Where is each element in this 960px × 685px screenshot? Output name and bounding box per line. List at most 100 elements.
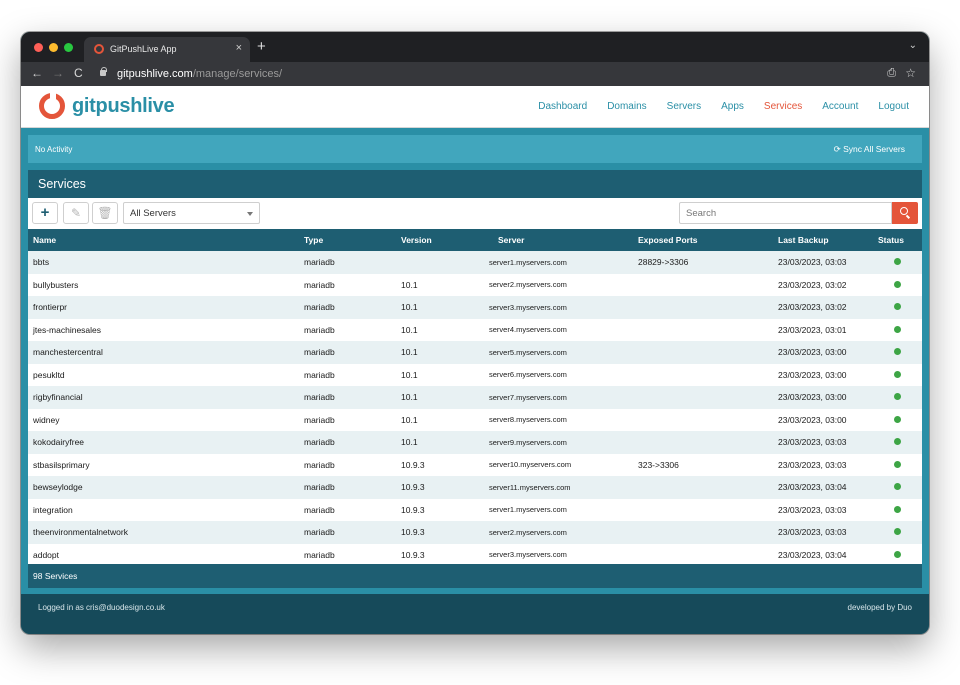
tab-close-icon[interactable]: × <box>235 42 242 54</box>
cell-name: frontierpr <box>33 302 68 313</box>
tab-strip: GitPushLive App × + ⌄ <box>21 32 929 62</box>
add-service-button[interactable]: + <box>32 202 58 224</box>
column-header-server[interactable]: Server <box>498 235 525 245</box>
new-tab-button[interactable]: + <box>257 38 266 55</box>
cell-server: server1.myservers.com <box>489 505 567 515</box>
nav-apps[interactable]: Apps <box>721 101 744 112</box>
minimize-window-button[interactable] <box>49 43 58 52</box>
services-panel: Services + ✎ 🗑 All Servers Name Type Ver… <box>28 170 922 588</box>
table-row[interactable]: pesukltd mariadb 10.1 server6.myservers.com… <box>28 363 922 387</box>
cell-version: 10.1 <box>401 279 418 290</box>
table-row[interactable]: jtes-machinesales mariadb 10.1 server4.myse… <box>28 318 922 342</box>
table-footer: 98 Services <box>28 564 922 588</box>
table-row[interactable]: addopt mariadb 10.9.3 server3.myservers.com… <box>28 543 922 567</box>
table-header-row: Name Type Version Server Exposed Ports L… <box>28 229 922 251</box>
table-row[interactable]: rigbyfinancial mariadb 10.1 server7.myserve… <box>28 386 922 409</box>
cell-last-backup: 23/03/2023, 03:00 <box>778 369 847 380</box>
nav-logout[interactable]: Logout <box>878 101 909 112</box>
nav-domains[interactable]: Domains <box>607 101 647 112</box>
status-dot-icon <box>894 393 901 401</box>
cell-last-backup: 23/03/2023, 03:03 <box>778 257 847 268</box>
table-row[interactable]: theenvironmentalnetwork mariadb 10.9.3 serv… <box>28 521 922 544</box>
table-row[interactable]: kokodairyfree mariadb 10.1 server9.myserver… <box>28 431 922 454</box>
table-body: bbts mariadb server1.myservers.com 28829->3… <box>28 251 922 566</box>
nav-account[interactable]: Account <box>822 101 859 112</box>
cell-exposed-ports <box>633 319 773 342</box>
logo-text[interactable]: gitpushlive <box>72 95 175 117</box>
sync-all-servers-button[interactable]: ⟳ Sync All Servers <box>834 144 905 155</box>
nav-servers[interactable]: Servers <box>666 101 702 112</box>
cell-type: mariadb <box>304 302 335 313</box>
column-header-exposed-ports[interactable]: Exposed Ports <box>638 235 698 245</box>
delete-icon[interactable]: 🗑 <box>92 202 118 224</box>
cell-type: mariadb <box>304 347 335 358</box>
panel-header: Services <box>28 170 922 198</box>
cell-exposed-ports <box>633 499 773 522</box>
server-filter-select[interactable]: All Servers <box>123 202 260 224</box>
cell-exposed-ports <box>633 386 773 409</box>
logged-in-user: Logged in as cris@duodesign.co.uk <box>38 603 165 612</box>
nav-services[interactable]: Services <box>763 101 803 112</box>
nav-dashboard[interactable]: Dashboard <box>538 101 588 112</box>
tab-menu-chevron-icon[interactable]: ⌄ <box>908 40 917 51</box>
cell-type: mariadb <box>304 324 335 335</box>
cell-last-backup: 23/03/2023, 03:04 <box>778 482 847 493</box>
cell-name: bewseylodge <box>33 482 83 493</box>
activity-status: No Activity <box>35 145 73 154</box>
column-header-status[interactable]: Status <box>878 235 904 245</box>
cell-last-backup: 23/03/2023, 03:02 <box>778 302 847 313</box>
cell-status <box>873 499 922 522</box>
cell-type: mariadb <box>304 482 335 493</box>
cell-status <box>873 274 922 297</box>
url-domain: gitpushlive.com <box>117 68 193 80</box>
browser-tab[interactable]: GitPushLive App × <box>84 37 250 62</box>
cell-status <box>873 319 922 342</box>
close-window-button[interactable] <box>34 43 43 52</box>
table-row[interactable]: bullybusters mariadb 10.1 server2.myservers… <box>28 273 922 297</box>
column-header-type[interactable]: Type <box>304 235 324 245</box>
cell-status <box>873 454 922 477</box>
back-arrow-icon[interactable]: ← <box>31 66 43 80</box>
cell-exposed-ports <box>633 544 773 567</box>
table-row[interactable]: stbasilsprimary mariadb 10.9.3 server10.mys… <box>28 453 922 477</box>
cell-last-backup: 23/03/2023, 03:03 <box>778 504 847 515</box>
forward-arrow-icon[interactable]: → <box>52 66 64 80</box>
status-dot-icon <box>894 303 901 311</box>
table-row[interactable]: integration mariadb 10.9.3 server1.myserver… <box>28 498 922 522</box>
column-header-version[interactable]: Version <box>401 235 432 245</box>
share-icon[interactable]: ⎙ <box>887 67 896 79</box>
lock-icon <box>100 67 107 76</box>
table-row[interactable]: widney mariadb 10.1 server8.myservers.com 23… <box>28 408 922 431</box>
table-row[interactable]: frontierpr mariadb 10.1 server3.myservers.c… <box>28 296 922 319</box>
cell-server: server6.myservers.com <box>489 370 567 380</box>
table-row[interactable]: bbts mariadb server1.myservers.com 28829->3… <box>28 251 922 274</box>
status-dot-icon <box>894 348 901 356</box>
cell-server: server4.myservers.com <box>489 325 567 335</box>
table-row[interactable]: manchestercentral mariadb 10.1 server5.myse… <box>28 341 922 364</box>
cell-last-backup: 23/03/2023, 03:03 <box>778 527 847 538</box>
cell-version: 10.1 <box>401 369 418 380</box>
search-button[interactable] <box>892 202 918 224</box>
column-header-name[interactable]: Name <box>33 235 57 245</box>
reload-icon[interactable]: C <box>74 66 83 80</box>
main-nav: Dashboard Domains Servers Apps Services … <box>538 101 909 112</box>
page-footer: Logged in as cris@duodesign.co.uk develo… <box>21 594 929 634</box>
address-bar: ← → C gitpushlive.com/manage/services/ ⎙… <box>21 62 929 86</box>
cell-version: 10.1 <box>401 392 418 403</box>
table-row[interactable]: bewseylodge mariadb 10.9.3 server11.myserve… <box>28 476 922 499</box>
edit-icon[interactable]: ✎ <box>63 202 89 224</box>
cell-exposed-ports: 323->3306 <box>638 459 679 470</box>
bookmark-star-icon[interactable]: ☆ <box>905 66 916 80</box>
status-dot-icon <box>894 370 901 378</box>
cell-status <box>873 341 922 364</box>
services-count: 98 Services <box>33 571 78 581</box>
cell-version: 10.9.3 <box>401 482 425 493</box>
cell-exposed-ports <box>633 296 773 319</box>
maximize-window-button[interactable] <box>64 43 73 52</box>
cell-status <box>873 364 922 387</box>
url-field[interactable]: gitpushlive.com/manage/services/ <box>117 68 282 80</box>
search-input[interactable] <box>679 202 892 224</box>
cell-type: mariadb <box>304 504 335 515</box>
column-header-last-backup[interactable]: Last Backup <box>778 235 829 245</box>
developer-credit[interactable]: developed by Duo <box>847 603 913 612</box>
